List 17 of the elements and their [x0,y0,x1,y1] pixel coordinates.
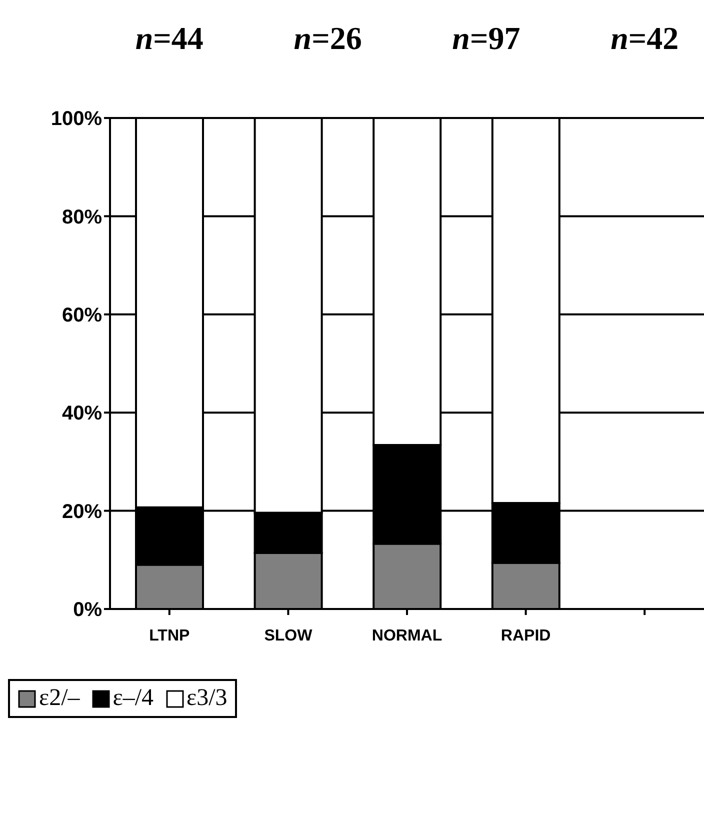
y-tick-label: 80% [62,206,102,228]
y-tick-label: 0% [73,599,102,622]
y-tick-label: 20% [62,500,102,523]
x-tick-label: NORMAL [372,627,442,644]
text: n=97 [451,20,522,57]
legend-label: ε–/4 [112,685,154,712]
text: n=26 [292,20,363,57]
legend-label: ε3/3 [186,685,228,712]
x-tick-label: SLOW [264,627,314,644]
y-tick-label: 100% [50,108,102,130]
x-tick-label: RAPID [500,627,551,644]
y-tick-label: 40% [62,402,102,425]
text: n=44 [134,20,204,57]
text: n=42 [610,20,680,57]
y-tick-label: 60% [62,304,102,326]
legend-label: ε2/– [39,685,80,712]
x-tick-label: LTNP [149,627,190,644]
